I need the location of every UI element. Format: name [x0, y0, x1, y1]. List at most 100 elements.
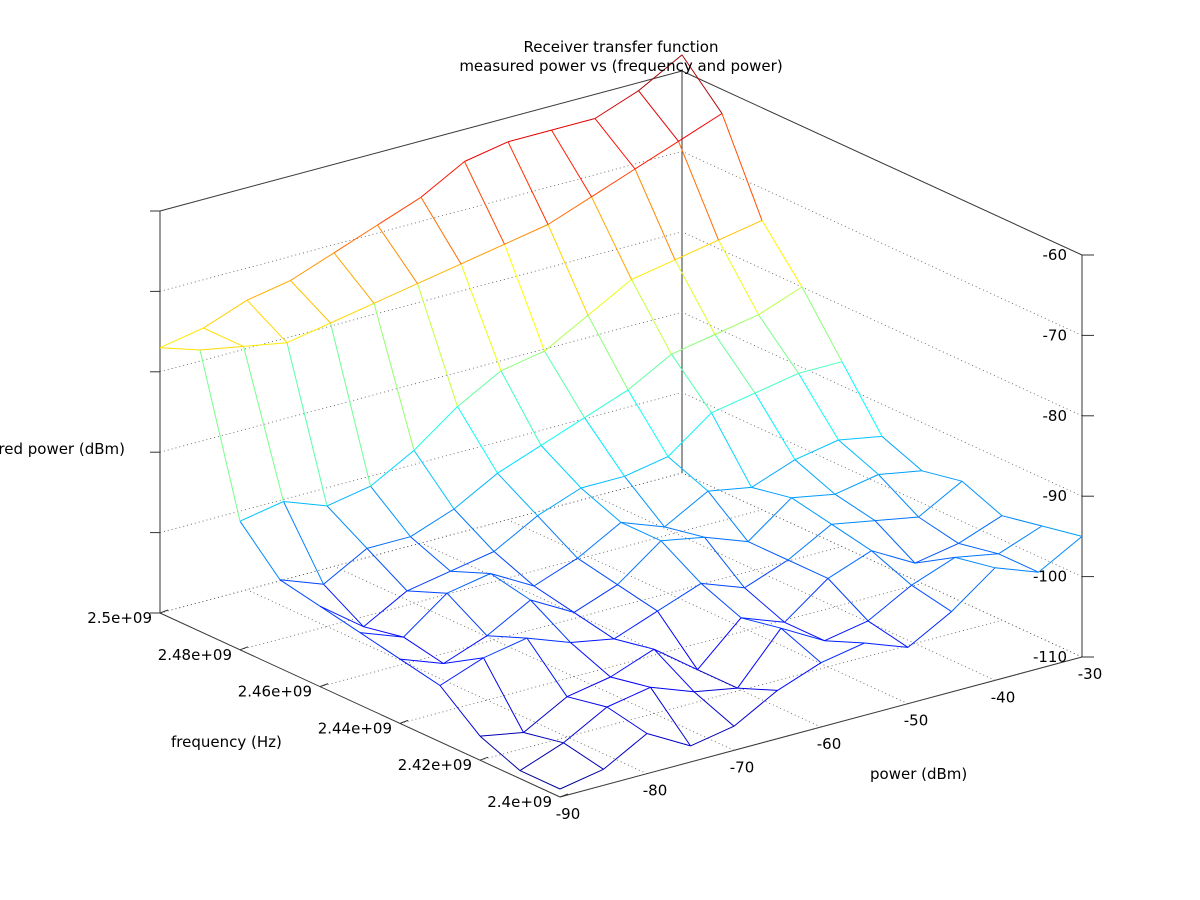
surface-segment [551, 118, 596, 131]
surface-segment [1001, 515, 1043, 527]
surface-segment [326, 485, 371, 507]
surface-segment [841, 361, 883, 437]
surface-segment [507, 129, 552, 143]
surface-segment [634, 168, 676, 261]
y-tick-label: -30 [1078, 665, 1103, 683]
surface-segment [286, 342, 328, 507]
chart-title: Receiver transfer function [524, 38, 719, 56]
surface-segment [638, 54, 683, 92]
surface-segment [563, 742, 604, 770]
surface-segment [577, 557, 618, 586]
surface-segment [497, 444, 542, 474]
chart-subtitle: measured power vs (frequency and power) [459, 57, 782, 75]
floor-grid-y [333, 565, 735, 751]
surface-segment [483, 637, 528, 659]
surface-segment [519, 742, 564, 772]
x-tick-mark [399, 719, 409, 724]
x-tick-label: 2.44e+09 [318, 719, 392, 737]
surface-segment [410, 536, 451, 572]
x-tick-mark [319, 683, 329, 688]
surface-segment [594, 118, 636, 170]
surface-segment [479, 735, 521, 771]
surface-segment [490, 573, 531, 601]
surface-segment [711, 412, 752, 488]
surface-segment [831, 520, 876, 525]
surface-segment [827, 578, 869, 622]
surface-segment [834, 493, 876, 522]
tick-labels: 2.4e+09 2.42e+09 2.44e+09 2.46e+09 2.48e+09 2… [87, 210, 1103, 823]
surface-segment [693, 691, 735, 727]
surface-segment [443, 635, 488, 664]
surface-segment [650, 687, 691, 747]
surface-segment [697, 617, 742, 671]
surface-segment [500, 370, 542, 446]
surface-segment [460, 243, 505, 265]
z-axis-label: measured power (dBm) [0, 440, 125, 458]
surface-segment [791, 493, 836, 499]
surface-segment [711, 392, 756, 414]
surface-segment [457, 406, 498, 474]
surface-segment [674, 259, 716, 335]
surface-segment [831, 523, 872, 552]
x-tick-mark [479, 756, 489, 761]
surface-segment [483, 657, 524, 733]
surface-segment [523, 696, 568, 733]
surface-segment [566, 676, 611, 698]
surface-segment [450, 551, 495, 572]
surface-segment [610, 676, 651, 688]
surface-segment [486, 635, 528, 639]
surface-segment [918, 480, 963, 518]
z-tick-label: -60 [1043, 246, 1068, 264]
surface-segment [864, 642, 909, 648]
surface-segment [330, 302, 375, 324]
surface-segment [1038, 536, 1083, 573]
surface-segment [798, 373, 839, 441]
surface-segment [820, 642, 865, 664]
surface-segment [871, 550, 916, 564]
surface-segment [657, 610, 698, 670]
surface-segment [493, 515, 538, 552]
wall-grid-z [681, 311, 1083, 497]
y-tick-label: -80 [643, 782, 668, 800]
surface-segment [464, 141, 509, 162]
surface-segment [751, 459, 796, 488]
surface-segment [290, 280, 331, 324]
x-tick-label: 2.42e+09 [398, 756, 472, 774]
surface-segment [838, 439, 879, 475]
surface-segment [737, 627, 782, 689]
surface-segment [563, 706, 608, 744]
surface-segment [958, 542, 999, 555]
surface-segment [199, 349, 241, 522]
surface-segment [594, 90, 639, 119]
surface-segment [911, 584, 952, 613]
surface-segment [911, 556, 956, 586]
surface-segment [446, 592, 488, 637]
surface-segment [373, 283, 418, 304]
surface-segment [330, 322, 371, 487]
surface-segment [867, 584, 912, 622]
surface-segment [319, 605, 364, 628]
surface-segment [653, 648, 698, 671]
surface-segment [624, 456, 669, 477]
surface-segment [678, 113, 723, 142]
surface-segment [787, 559, 829, 579]
surface-segment [479, 732, 524, 737]
surface-segment [159, 347, 201, 351]
surface-segment [413, 450, 455, 510]
surface-segment [871, 550, 912, 586]
surface-segment [700, 583, 742, 619]
surface-segment [457, 370, 502, 407]
x-tick-mark [159, 609, 169, 614]
surface-segment [530, 599, 575, 613]
surface-segment [410, 508, 455, 538]
surface-segment [530, 599, 571, 643]
surface-segment [646, 733, 691, 747]
wall-grid-z [159, 311, 683, 453]
surface-segment [754, 392, 796, 460]
surface-segment [239, 520, 281, 581]
surface-segment [566, 696, 608, 708]
surface-segment [751, 486, 792, 499]
surface-segment [961, 480, 1003, 517]
surface-segment [544, 350, 585, 418]
y-tick-label: -90 [556, 805, 581, 823]
